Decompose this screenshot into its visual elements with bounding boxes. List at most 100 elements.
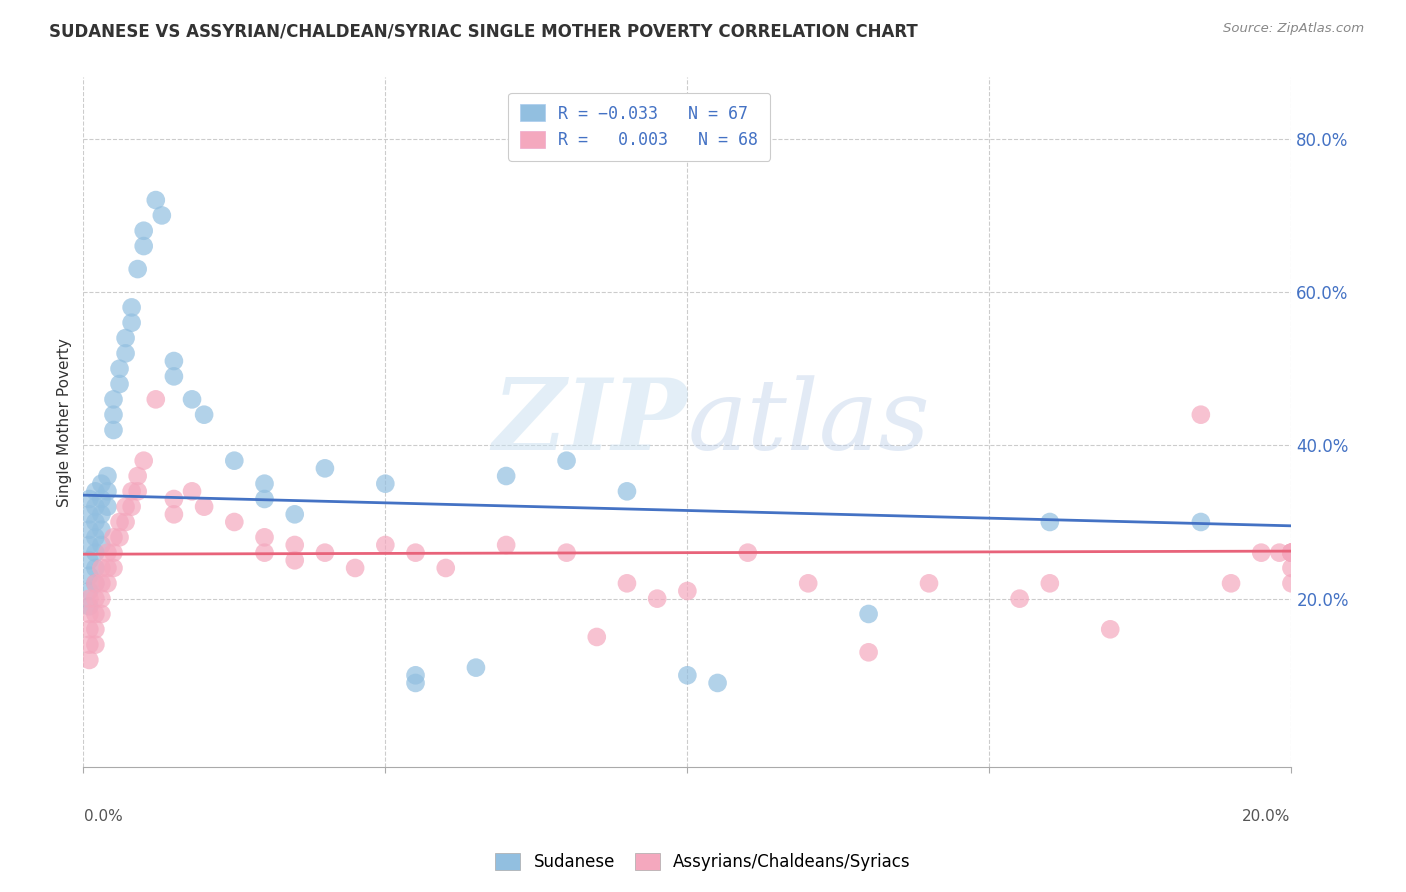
- Legend: Sudanese, Assyrians/Chaldeans/Syriacs: Sudanese, Assyrians/Chaldeans/Syriacs: [486, 845, 920, 880]
- Point: [181, 392, 204, 407]
- Point: [84, 607, 107, 621]
- Point: [555, 453, 578, 467]
- Point: [918, 576, 941, 591]
- Point: [645, 591, 668, 606]
- Point: [585, 630, 607, 644]
- Point: [314, 546, 336, 560]
- Point: [103, 392, 125, 407]
- Point: [405, 676, 427, 690]
- Point: [90, 538, 112, 552]
- Point: [465, 660, 488, 674]
- Point: [163, 491, 186, 506]
- Point: [90, 476, 112, 491]
- Point: [108, 530, 131, 544]
- Point: [253, 530, 276, 544]
- Point: [1220, 576, 1243, 591]
- Legend: R = −0.033   N = 67, R =   0.003   N = 68: R = −0.033 N = 67, R = 0.003 N = 68: [508, 93, 770, 161]
- Point: [121, 500, 143, 514]
- Point: [858, 645, 880, 659]
- Point: [374, 476, 396, 491]
- Point: [90, 491, 112, 506]
- Point: [84, 500, 107, 514]
- Point: [121, 316, 143, 330]
- Point: [193, 408, 215, 422]
- Point: [79, 553, 101, 567]
- Point: [181, 484, 204, 499]
- Point: [132, 239, 155, 253]
- Point: [344, 561, 367, 575]
- Point: [737, 546, 759, 560]
- Point: [253, 546, 276, 560]
- Text: 20.0%: 20.0%: [1241, 809, 1291, 823]
- Point: [79, 584, 101, 599]
- Point: [90, 576, 112, 591]
- Point: [858, 607, 880, 621]
- Point: [84, 530, 107, 544]
- Point: [616, 576, 638, 591]
- Point: [253, 476, 276, 491]
- Point: [114, 515, 136, 529]
- Point: [676, 584, 699, 599]
- Point: [132, 453, 155, 467]
- Point: [79, 538, 101, 552]
- Point: [90, 591, 112, 606]
- Point: [103, 530, 125, 544]
- Point: [127, 469, 149, 483]
- Point: [84, 515, 107, 529]
- Point: [90, 523, 112, 537]
- Point: [103, 423, 125, 437]
- Point: [103, 561, 125, 575]
- Point: [150, 208, 173, 222]
- Point: [79, 568, 101, 582]
- Point: [1281, 546, 1303, 560]
- Point: [1268, 546, 1291, 560]
- Point: [103, 546, 125, 560]
- Point: [84, 576, 107, 591]
- Point: [79, 523, 101, 537]
- Point: [79, 653, 101, 667]
- Point: [79, 508, 101, 522]
- Point: [1039, 576, 1062, 591]
- Point: [96, 546, 118, 560]
- Point: [108, 361, 131, 376]
- Point: [84, 561, 107, 575]
- Point: [405, 668, 427, 682]
- Point: [96, 484, 118, 499]
- Text: Source: ZipAtlas.com: Source: ZipAtlas.com: [1223, 22, 1364, 36]
- Point: [1189, 408, 1212, 422]
- Point: [84, 638, 107, 652]
- Point: [676, 668, 699, 682]
- Point: [79, 599, 101, 614]
- Text: 0.0%: 0.0%: [84, 809, 124, 823]
- Point: [555, 546, 578, 560]
- Point: [1099, 622, 1122, 636]
- Point: [114, 500, 136, 514]
- Point: [1039, 515, 1062, 529]
- Point: [616, 484, 638, 499]
- Point: [163, 508, 186, 522]
- Point: [96, 561, 118, 575]
- Point: [84, 546, 107, 560]
- Y-axis label: Single Mother Poverty: Single Mother Poverty: [58, 338, 72, 507]
- Point: [495, 538, 517, 552]
- Point: [96, 576, 118, 591]
- Point: [79, 491, 101, 506]
- Point: [405, 546, 427, 560]
- Point: [114, 346, 136, 360]
- Point: [1281, 546, 1303, 560]
- Point: [145, 193, 167, 207]
- Point: [103, 408, 125, 422]
- Point: [114, 331, 136, 345]
- Point: [797, 576, 820, 591]
- Point: [96, 500, 118, 514]
- Point: [121, 484, 143, 499]
- Point: [121, 301, 143, 315]
- Point: [284, 553, 307, 567]
- Text: SUDANESE VS ASSYRIAN/CHALDEAN/SYRIAC SINGLE MOTHER POVERTY CORRELATION CHART: SUDANESE VS ASSYRIAN/CHALDEAN/SYRIAC SIN…: [49, 22, 918, 40]
- Point: [79, 622, 101, 636]
- Point: [284, 538, 307, 552]
- Point: [224, 453, 246, 467]
- Point: [253, 491, 276, 506]
- Point: [1281, 546, 1303, 560]
- Point: [314, 461, 336, 475]
